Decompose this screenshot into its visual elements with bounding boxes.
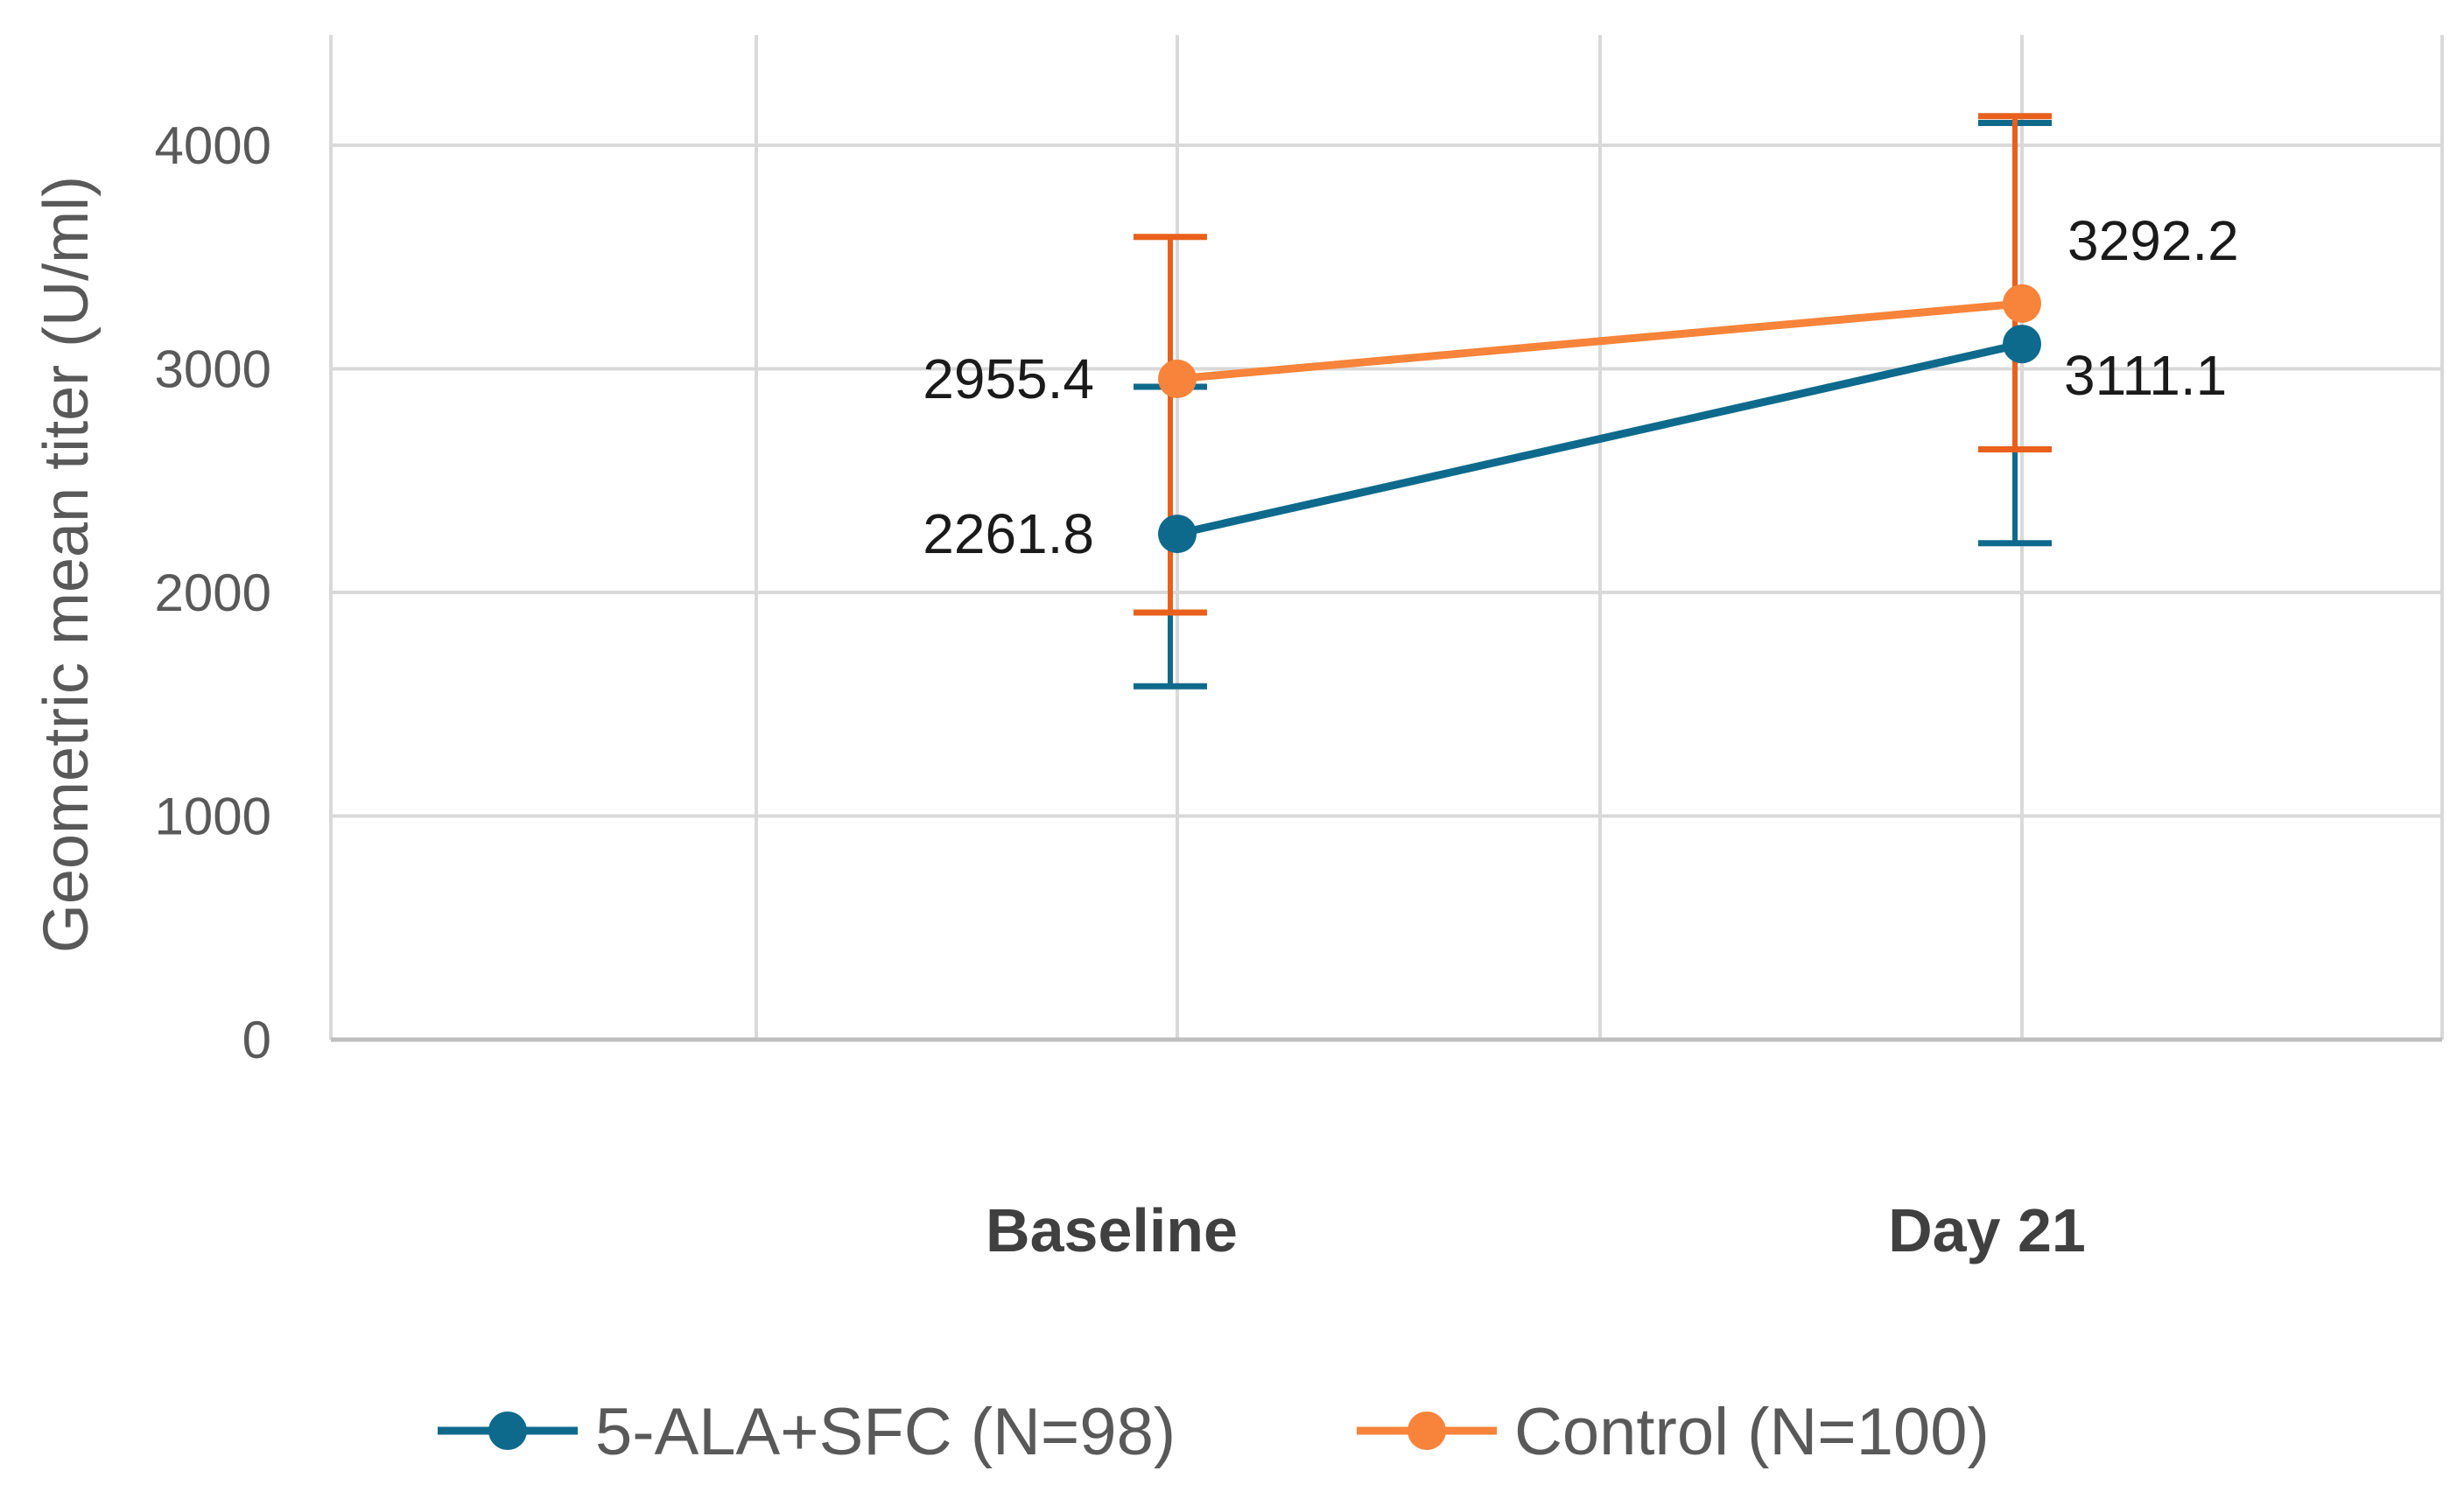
y-axis-label: Geometric mean titer (U/ml) — [32, 176, 102, 953]
y-tick-label: 0 — [242, 1011, 271, 1069]
data-point — [1158, 515, 1197, 554]
y-axis-ticks: 0 1000 2000 3000 4000 — [155, 116, 271, 1069]
series-line — [1176, 299, 2023, 383]
data-label: 3111.1 — [2064, 344, 2227, 407]
y-tick-label: 4000 — [155, 116, 271, 175]
data-label: 3292.2 — [2067, 209, 2239, 272]
data-point — [2003, 284, 2041, 323]
grid-lines — [329, 35, 2444, 1042]
data-label: 2261.8 — [923, 502, 1094, 565]
data-label: 2955.4 — [923, 347, 1094, 410]
data-labels: 2261.8 3111.1 2955.4 3292.2 — [923, 209, 2239, 565]
legend-swatch-marker — [488, 1411, 527, 1450]
x-category-label: Baseline — [986, 1196, 1238, 1264]
legend-item: 5-ALA+SFC (N=98) — [438, 1395, 1176, 1469]
series-lines — [1158, 284, 2041, 554]
legend-item: Control (N=100) — [1357, 1395, 1990, 1469]
y-tick-label: 2000 — [155, 564, 271, 622]
series-line — [1176, 340, 2023, 538]
error-bars — [1134, 113, 2052, 690]
legend-label: 5-ALA+SFC (N=98) — [595, 1395, 1176, 1469]
y-tick-label: 1000 — [155, 788, 271, 846]
legend: 5-ALA+SFC (N=98) Control (N=100) — [438, 1395, 1990, 1469]
legend-swatch-marker — [1407, 1411, 1446, 1450]
legend-label: Control (N=100) — [1514, 1395, 1990, 1469]
x-category-label: Day 21 — [1888, 1196, 2086, 1264]
data-point — [2003, 325, 2041, 364]
y-tick-label: 3000 — [155, 340, 271, 399]
x-axis-categories: Baseline Day 21 — [986, 1196, 2086, 1264]
data-point — [1158, 359, 1197, 398]
